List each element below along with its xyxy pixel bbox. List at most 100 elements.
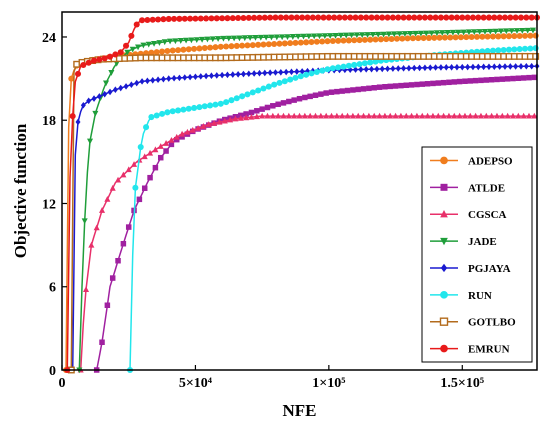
data-point-pgjaya <box>176 74 182 82</box>
data-point-emrun <box>181 15 188 22</box>
data-point-pgjaya <box>240 70 246 78</box>
data-point-cgsca <box>125 166 132 173</box>
data-point-pgjaya <box>203 72 209 80</box>
data-point-adepso <box>148 49 155 56</box>
data-point-emrun <box>288 14 295 21</box>
data-point-run <box>367 59 374 66</box>
data-point-adepso <box>180 46 187 53</box>
data-point-cgsca <box>461 112 468 119</box>
legend-item-emrun: EMRUN <box>430 344 510 356</box>
data-point-jade <box>529 27 537 34</box>
data-point-cgsca <box>339 112 346 119</box>
data-point-run <box>287 76 294 83</box>
data-point-cgsca <box>216 118 223 125</box>
legend-box <box>421 146 533 363</box>
data-point-adepso <box>511 33 518 40</box>
legend-label: ADEPSO <box>468 155 513 167</box>
data-point-jade <box>161 39 168 46</box>
data-point-run <box>265 83 272 90</box>
data-point-run <box>228 97 235 104</box>
data-point-pgjaya <box>523 62 529 70</box>
data-point-emrun <box>416 14 423 21</box>
series-cgsca <box>77 112 538 373</box>
data-point-jade <box>188 37 195 44</box>
data-point-adepso <box>169 47 176 54</box>
data-point-adepso <box>223 43 230 50</box>
data-point-cgsca <box>344 112 351 119</box>
data-point-atlde <box>515 75 522 82</box>
data-point-emrun <box>139 17 146 24</box>
data-point-cgsca <box>371 112 378 119</box>
series-line-pgjaya <box>71 65 538 371</box>
data-point-adepso <box>185 46 192 53</box>
x-tick-label: 1×10⁵ <box>312 376 345 391</box>
data-point-jade <box>284 34 291 40</box>
x-axis-title: NFE <box>283 401 317 420</box>
data-point-adepso <box>345 37 352 44</box>
data-point-atlde <box>504 76 511 82</box>
data-point-run <box>212 101 219 108</box>
data-point-jade <box>407 30 414 37</box>
data-point-jade <box>145 41 152 48</box>
data-point-pgjaya <box>273 69 278 76</box>
data-point-run <box>505 46 513 53</box>
data-point-pgjaya <box>235 71 241 78</box>
data-point-emrun <box>405 14 412 21</box>
data-point-run <box>153 112 160 119</box>
data-point-atlde <box>382 83 388 90</box>
data-point-emrun <box>443 14 450 21</box>
data-point-adepso <box>297 39 304 46</box>
data-point-emrun <box>421 14 428 21</box>
data-point-emrun <box>155 16 162 23</box>
data-point-atlde <box>526 74 532 81</box>
data-point-emrun <box>171 15 178 22</box>
data-point-pgjaya <box>187 73 193 81</box>
data-point-cgsca <box>109 184 116 191</box>
data-point-adepso <box>527 32 534 39</box>
data-point-atlde <box>392 83 399 89</box>
data-point-cgsca <box>82 286 90 292</box>
data-point-cgsca <box>488 112 495 119</box>
data-point-jade <box>487 28 494 35</box>
data-point-adepso <box>431 34 438 41</box>
data-point-jade <box>519 27 526 34</box>
data-point-jade <box>428 30 435 37</box>
data-point-run <box>191 104 198 111</box>
data-point-cgsca <box>333 112 340 119</box>
data-point-atlde <box>467 78 474 84</box>
data-point-emrun <box>117 49 124 56</box>
data-point-adepso <box>276 40 283 47</box>
data-point-jade <box>327 33 334 39</box>
data-point-pgjaya <box>289 68 294 76</box>
data-point-cgsca <box>445 112 452 119</box>
data-point-emrun <box>517 14 525 21</box>
data-point-adepso <box>377 36 384 43</box>
data-point-atlde <box>366 85 372 92</box>
data-point-emrun <box>123 42 130 49</box>
data-point-jade <box>380 31 387 38</box>
data-point-run <box>500 46 507 54</box>
data-point-cgsca <box>264 112 271 119</box>
data-point-cgsca <box>504 112 511 119</box>
data-point-pgjaya <box>465 63 471 71</box>
data-point-atlde <box>291 97 297 103</box>
data-point-run <box>356 61 363 68</box>
data-point-emrun <box>272 14 279 21</box>
data-point-jade <box>151 40 158 47</box>
data-point-cgsca <box>365 112 372 119</box>
data-point-run <box>532 45 539 52</box>
data-point-emrun <box>485 14 492 21</box>
data-point-cgsca <box>509 112 517 119</box>
data-point-run <box>244 91 251 98</box>
data-point-cgsca <box>285 112 292 119</box>
data-point-adepso <box>367 36 374 43</box>
data-point-run <box>324 66 331 73</box>
data-point-emrun <box>363 14 370 21</box>
data-point-run <box>159 110 166 117</box>
data-point-atlde <box>462 78 468 84</box>
data-point-emrun <box>501 14 509 21</box>
data-point-cgsca <box>381 112 388 119</box>
data-point-emrun <box>528 14 535 21</box>
legend-marker <box>440 344 448 353</box>
data-point-jade <box>268 34 275 41</box>
